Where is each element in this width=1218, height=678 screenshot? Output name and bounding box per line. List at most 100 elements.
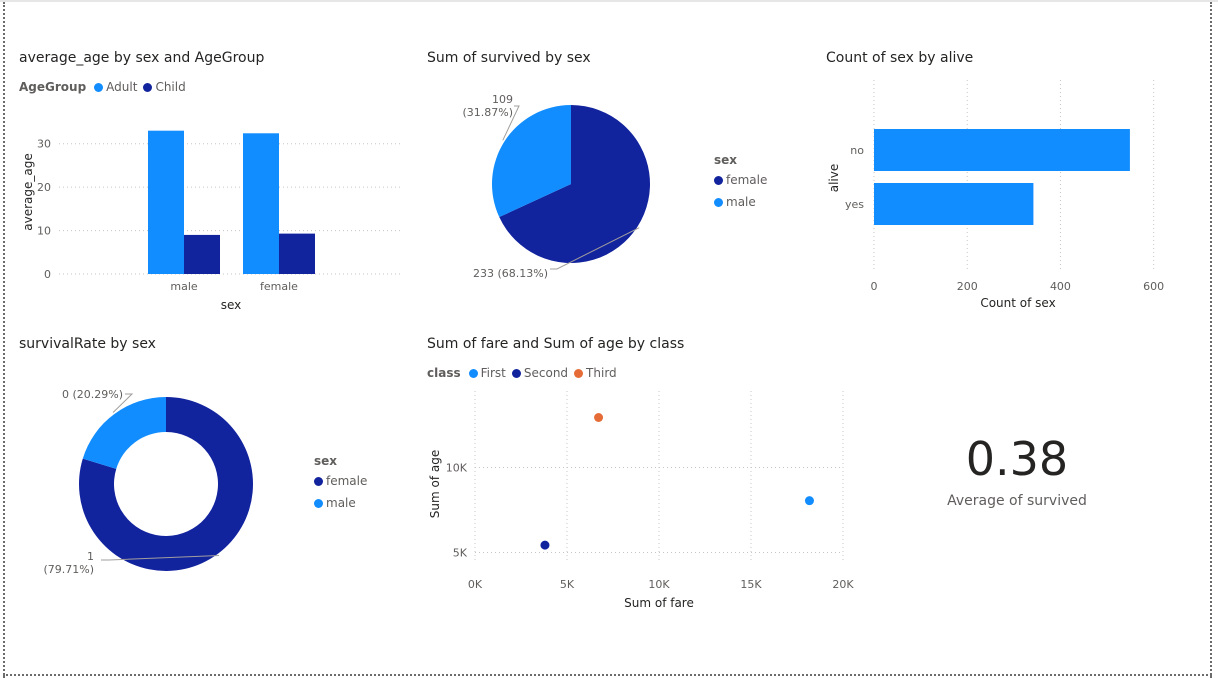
leader-line	[112, 393, 134, 413]
bar-plot: 0 10 20 30 male female sex average_age	[21, 130, 401, 312]
pie-plot: 233 (68.13%) 109 (31.87%)	[462, 93, 650, 280]
legend-dot	[511, 368, 521, 378]
donut-plot: 1 (79.71%) 0 (20.29%)	[43, 388, 253, 576]
average-age-chart[interactable]: average_age by sex and AgeGroup AgeGroup…	[19, 50, 409, 315]
chart-title: average_age by sex and AgeGroup	[19, 50, 265, 66]
data-label: 109 (31.87%)	[462, 93, 513, 119]
y-tick-label: 5K	[453, 547, 468, 560]
hbar-plot: 0 200 400 600 no yes Count of sex alive	[827, 80, 1164, 310]
chart-title: Sum of fare and Sum of age by class	[427, 336, 685, 352]
y-tick-label: 20	[37, 181, 51, 194]
count-by-alive-chart[interactable]: Count of sex by alive 0 200 400 600 no yes Cou…	[826, 50, 1196, 315]
leader-line	[550, 227, 640, 270]
y-tick-label: 30	[37, 138, 51, 151]
x-tick-label: 0	[871, 280, 878, 293]
y-tick-label: 0	[44, 268, 51, 281]
bar-yes	[874, 183, 1034, 225]
legend-title: sex	[314, 454, 338, 468]
x-tick-label: 10K	[648, 578, 670, 591]
legend-label: female	[326, 474, 368, 488]
y-tick-label: yes	[845, 198, 864, 211]
legend-item-male[interactable]: male	[714, 195, 767, 209]
legend-item-female[interactable]: female	[314, 474, 367, 488]
x-tick-label: 600	[1143, 280, 1164, 293]
canvas-right-border	[1210, 2, 1212, 678]
card-label: Average of survived	[947, 493, 1087, 509]
legend-item-adult[interactable]: Adult	[94, 80, 137, 94]
y-axis-title: alive	[827, 164, 841, 193]
legend-dot	[468, 368, 478, 378]
point-third	[594, 413, 604, 423]
x-tick-label: 200	[957, 280, 978, 293]
leader-line	[502, 105, 520, 141]
legend-dot	[314, 498, 323, 508]
y-tick-label: 10	[37, 225, 51, 238]
legend-dot	[714, 175, 723, 185]
legend-label: Child	[155, 80, 186, 94]
bar-child-female	[279, 233, 315, 274]
bar-adult-male	[148, 130, 184, 274]
x-tick-label: 0K	[468, 578, 483, 591]
data-label: 233 (68.13%)	[473, 267, 548, 280]
chart-legend: sex female male	[714, 153, 767, 217]
legend-title: AgeGroup	[19, 80, 87, 94]
chart-legend: AgeGroup Adult Child	[19, 80, 192, 94]
legend-label: Third	[586, 366, 617, 380]
slice-male	[82, 397, 166, 469]
legend-dot	[574, 368, 584, 378]
fare-age-scatter-chart[interactable]: Sum of fare and Sum of age by class clas…	[427, 336, 867, 616]
data-label: 0 (20.29%)	[62, 388, 123, 401]
legend-label: Adult	[106, 80, 138, 94]
chart-title: survivalRate by sex	[19, 336, 156, 352]
canvas-top-edge	[0, 0, 1218, 2]
chart-legend: class First Second Third	[427, 366, 623, 380]
legend-item-female[interactable]: female	[714, 173, 767, 187]
legend-item-third[interactable]: Third	[574, 366, 617, 380]
point-second	[540, 540, 550, 550]
y-axis-title: average_age	[21, 153, 35, 230]
x-tick-label: 5K	[560, 578, 575, 591]
average-survived-card[interactable]: 0.38 Average of survived	[897, 432, 1137, 522]
scatter-plot: 0K 5K 10K 15K 20K 5K 10K Sum of fare Sum of age	[428, 391, 854, 610]
survived-pie-chart[interactable]: Sum of survived by sex 233 (68.13%) 109 (3…	[427, 50, 807, 290]
legend-title: sex	[714, 153, 738, 167]
legend-item-male[interactable]: male	[314, 496, 367, 510]
legend-dot	[314, 476, 323, 486]
legend-item-second[interactable]: Second	[511, 366, 569, 380]
bar-child-male	[184, 234, 220, 274]
chart-title: Sum of survived by sex	[427, 50, 591, 66]
x-tick-label: female	[260, 280, 298, 293]
leader-line	[101, 555, 219, 561]
bar-adult-female	[243, 133, 279, 274]
legend-item-first[interactable]: First	[468, 366, 506, 380]
point-first	[804, 496, 814, 506]
legend-dot	[143, 82, 153, 92]
x-tick-label: 20K	[832, 578, 854, 591]
legend-label: Second	[523, 366, 569, 380]
legend-dot	[94, 82, 104, 92]
legend-label: female	[726, 173, 768, 187]
legend-dot	[714, 197, 723, 207]
y-tick-label: 10K	[446, 462, 468, 475]
x-axis-title: sex	[221, 298, 242, 312]
canvas-bottom-border	[3, 674, 1212, 676]
slice-male	[491, 105, 571, 218]
chart-legend: sex female male	[314, 454, 367, 518]
chart-title: Count of sex by alive	[826, 50, 974, 66]
legend-label: male	[326, 496, 356, 510]
x-tick-label: 400	[1050, 280, 1071, 293]
card-value: 0.38	[965, 432, 1069, 486]
bar-no	[874, 129, 1130, 171]
x-tick-label: male	[170, 280, 198, 293]
legend-label: First	[480, 366, 506, 380]
slice-female	[499, 105, 650, 263]
y-tick-label: no	[850, 144, 864, 157]
x-axis-title: Sum of fare	[624, 596, 694, 610]
legend-item-child[interactable]: Child	[143, 80, 186, 94]
canvas-left-border	[3, 2, 5, 678]
y-axis-title: Sum of age	[428, 450, 442, 518]
survival-rate-donut-chart[interactable]: survivalRate by sex 1 (79.71%) 0 (20.29%) …	[19, 336, 409, 586]
legend-title: class	[427, 366, 461, 380]
x-tick-label: 15K	[740, 578, 762, 591]
x-axis-title: Count of sex	[980, 296, 1055, 310]
